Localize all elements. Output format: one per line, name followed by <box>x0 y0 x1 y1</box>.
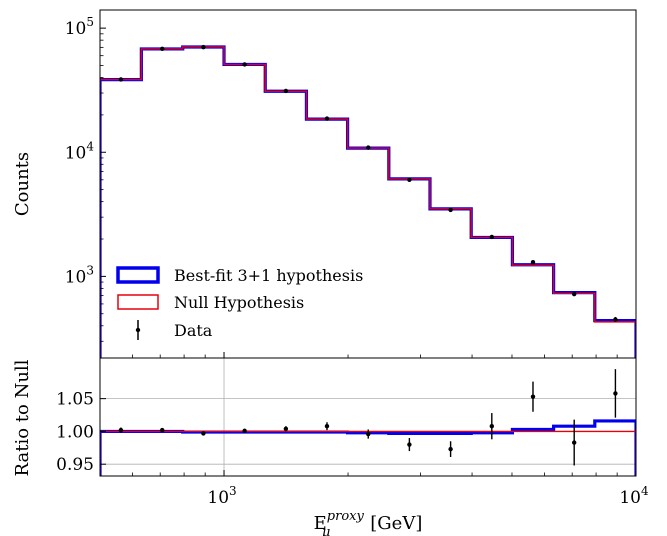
main-y-tick-label-2-base: 10 <box>65 19 87 39</box>
x-axis-label-base: E <box>314 513 327 534</box>
ratio-data-point-10 <box>530 394 536 399</box>
main-data-point-12 <box>613 317 618 322</box>
y-axis-label-counts: Counts <box>12 152 33 216</box>
ratio-y-tick-label-1: 1.00 <box>56 422 94 442</box>
ratio-data-point-4 <box>283 426 289 431</box>
x-axis-label-unit: [GeV] <box>370 513 422 534</box>
main-data-point-0 <box>118 77 124 82</box>
ratio-y-tick-labels: 0.95 1.00 1.05 <box>56 390 94 476</box>
main-data-point-2 <box>201 44 206 50</box>
main-y-tick-label-2-exponent: 5 <box>86 15 94 29</box>
ratio-data-point-6 <box>366 431 371 437</box>
ratio-data-point-11 <box>571 440 577 445</box>
legend-swatch-data-marker <box>135 327 141 333</box>
legend: Best-fit 3+1 hypothesis Null Hypothesis … <box>116 266 363 340</box>
ratio-data-point-3 <box>242 428 247 433</box>
main-y-tick-label-0-base: 10 <box>65 267 87 287</box>
main-y-tick-label-2: 105 <box>65 15 94 39</box>
x-tick-label-0-base: 10 <box>207 488 229 508</box>
x-tick-label-0-exponent: 3 <box>229 484 237 498</box>
main-y-tick-label-0-exponent: 3 <box>86 263 94 277</box>
ratio-y-tick-label-2: 1.05 <box>56 390 94 410</box>
main-data-point-6 <box>366 145 371 150</box>
main-data-point-4 <box>283 88 289 94</box>
legend-swatch-null <box>117 294 159 310</box>
main-data-point-5 <box>324 116 330 121</box>
ratio-panel-plot <box>100 369 636 476</box>
ratio-data-point-5 <box>324 423 330 429</box>
main-y-tick-label-1: 104 <box>65 139 95 163</box>
x-tick-label-1-base: 10 <box>619 488 641 508</box>
main-data-point-8 <box>448 207 453 213</box>
main-panel-plot <box>100 44 636 358</box>
main-y-tick-label-0: 103 <box>65 263 94 287</box>
ratio-data-point-8 <box>448 446 453 452</box>
main-data-point-11 <box>571 291 577 297</box>
y-axis-label-ratio: Ratio to Null <box>12 359 33 476</box>
main-data-point-9 <box>489 234 495 240</box>
legend-label-data: Data <box>174 321 213 340</box>
main-y-tick-label-1-base: 10 <box>65 143 87 163</box>
main-data-point-3 <box>242 62 247 67</box>
main-step-best-fit <box>100 45 636 358</box>
x-axis-label-subscript: μ <box>322 525 330 536</box>
ratio-y-tick-label-0: 0.95 <box>56 455 94 475</box>
axis-ticks <box>100 27 637 476</box>
legend-swatch-best-fit <box>116 266 160 284</box>
x-tick-label-1: 104 <box>619 484 649 508</box>
legend-label-best-fit: Best-fit 3+1 hypothesis <box>174 266 363 285</box>
ratio-grid <box>100 358 637 476</box>
ratio-data-point-9 <box>489 423 495 429</box>
main-y-tick-label-1-exponent: 4 <box>86 139 94 153</box>
main-step-null <box>100 46 636 358</box>
ratio-data-point-7 <box>407 442 412 447</box>
x-axis-label-superscript: proxy <box>327 509 365 524</box>
x-tick-labels: 103 104 <box>207 484 649 508</box>
ratio-data-point-1 <box>160 427 165 433</box>
ratio-data-point-2 <box>201 431 206 436</box>
x-axis-label: Eproxy μ [GeV] <box>314 509 423 536</box>
ratio-data-point-12 <box>613 391 618 396</box>
main-data-point-10 <box>530 260 536 265</box>
main-data-point-1 <box>160 46 165 52</box>
ratio-panel-frame <box>99 357 637 477</box>
legend-label-null: Null Hypothesis <box>174 293 304 312</box>
main-data-point-7 <box>407 177 412 182</box>
x-tick-label-1-exponent: 4 <box>641 484 649 498</box>
x-tick-label-0: 103 <box>207 484 236 508</box>
ratio-data-point-0 <box>118 427 124 433</box>
